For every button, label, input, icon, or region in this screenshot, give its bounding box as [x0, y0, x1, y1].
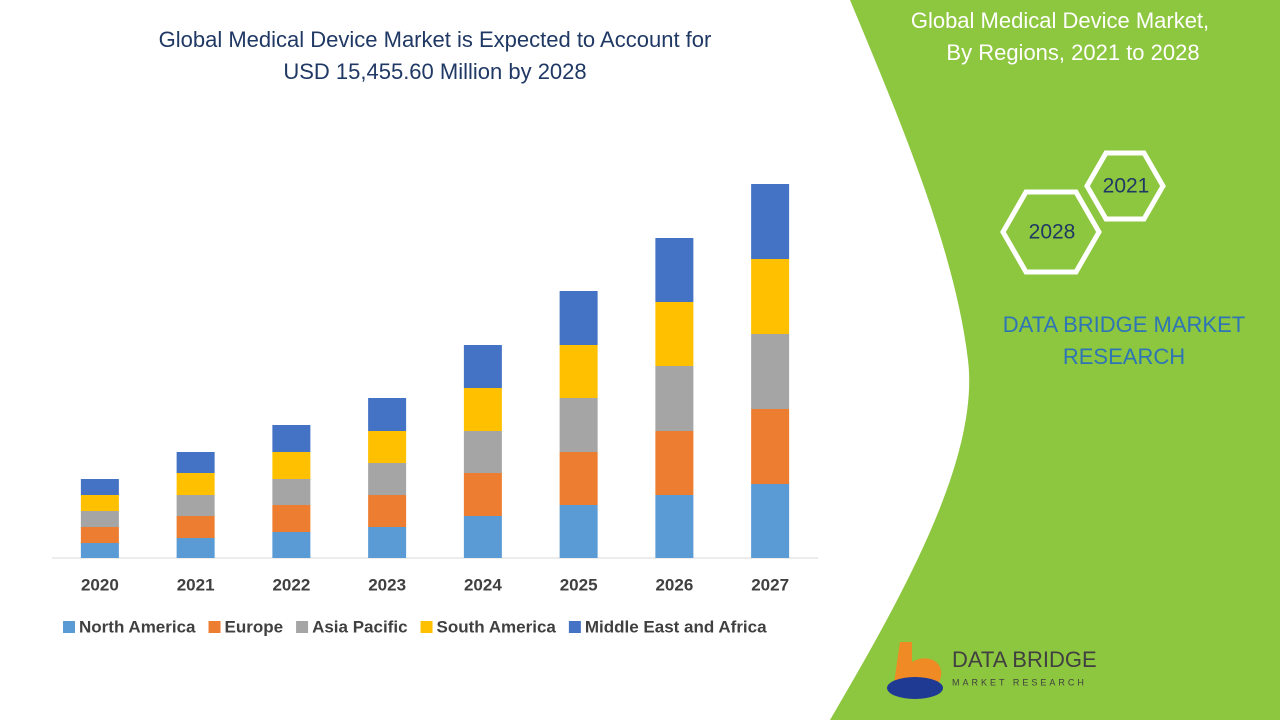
x-tick-label: 2024 — [464, 575, 502, 594]
side-panel — [830, 0, 1280, 720]
legend-label: South America — [437, 617, 557, 636]
bar-segment — [751, 484, 790, 558]
bar-segment — [655, 431, 694, 495]
bar-segment — [176, 473, 215, 495]
bar-segment — [559, 505, 598, 558]
x-tick-label: 2026 — [655, 575, 693, 594]
bar-segment — [272, 505, 311, 532]
bar-segment — [559, 345, 598, 398]
bar-segment — [559, 291, 598, 345]
bar-segment — [368, 495, 407, 527]
bar-segment — [559, 452, 598, 505]
bar-segment — [80, 511, 119, 527]
x-tick-label: 2025 — [560, 575, 598, 594]
bar-segment — [176, 538, 215, 558]
x-tick-label: 2023 — [368, 575, 406, 594]
bar-segment — [655, 238, 694, 302]
bar-segment — [272, 479, 311, 505]
bar-segment — [559, 398, 598, 452]
bar-segment — [272, 452, 311, 479]
legend-label: Asia Pacific — [312, 617, 407, 636]
bar-segment — [80, 543, 119, 558]
legend-swatch — [208, 621, 221, 633]
bar-segment — [751, 334, 790, 409]
logo-swoosh — [887, 677, 943, 699]
legend-swatch — [63, 621, 75, 633]
bar-segment — [80, 479, 119, 495]
bar-segment — [655, 366, 694, 431]
logo-name: DATA BRIDGE — [952, 647, 1097, 672]
bar-segment — [751, 409, 790, 484]
bar-segment — [176, 495, 215, 516]
brand-text: DATA BRIDGE MARKET — [1003, 312, 1245, 337]
hexagon — [1000, 189, 1102, 275]
panel-title: Global Medical Device Market, — [911, 8, 1209, 33]
chart-title: USD 15,455.60 Million by 2028 — [283, 59, 586, 84]
bar-segment — [463, 431, 502, 473]
bar-segment — [368, 398, 407, 431]
bar-segment — [80, 495, 119, 511]
x-tick-label: 2022 — [272, 575, 310, 594]
bar-segment — [463, 516, 502, 558]
legend-label: Middle East and Africa — [585, 617, 767, 636]
bar-segment — [368, 463, 407, 495]
legend-swatch — [296, 621, 309, 633]
hex-label: 2028 — [1029, 221, 1076, 244]
legend-label: North America — [79, 617, 196, 636]
legend-swatch — [420, 621, 433, 633]
bar-segment — [272, 425, 311, 452]
legend-label: Europe — [225, 617, 284, 636]
bar-segment — [463, 473, 502, 516]
bar-segment — [272, 532, 311, 558]
chart-title: Global Medical Device Market is Expected… — [159, 27, 712, 52]
legend-swatch — [568, 621, 581, 633]
bar-segment — [751, 259, 790, 334]
bar-segment — [463, 388, 502, 431]
bar-segment — [80, 527, 119, 543]
logo-tagline: MARKET RESEARCH — [952, 677, 1087, 687]
bar-segment — [368, 431, 407, 463]
bar-segment — [751, 184, 790, 259]
logo: DATA BRIDGE MARKET RESEARCH — [887, 642, 1097, 699]
x-tick-label: 2021 — [177, 575, 215, 594]
plot: 2020 2021 2022 2023 2024 2025 2026 2027 North Am… — [52, 184, 818, 636]
x-tick-label: 2020 — [81, 575, 119, 594]
bar-segment — [655, 495, 694, 558]
bar-segment — [655, 302, 694, 366]
x-tick-label: 2027 — [751, 575, 789, 594]
hexagon — [1084, 150, 1166, 222]
bar-segment — [176, 452, 215, 473]
bar-segment — [176, 516, 215, 538]
hex-label: 2021 — [1103, 175, 1150, 198]
bar-segment — [463, 345, 502, 388]
bar-segment — [368, 527, 407, 558]
panel-title: By Regions, 2021 to 2028 — [946, 40, 1199, 65]
brand-text: RESEARCH — [1063, 344, 1185, 369]
